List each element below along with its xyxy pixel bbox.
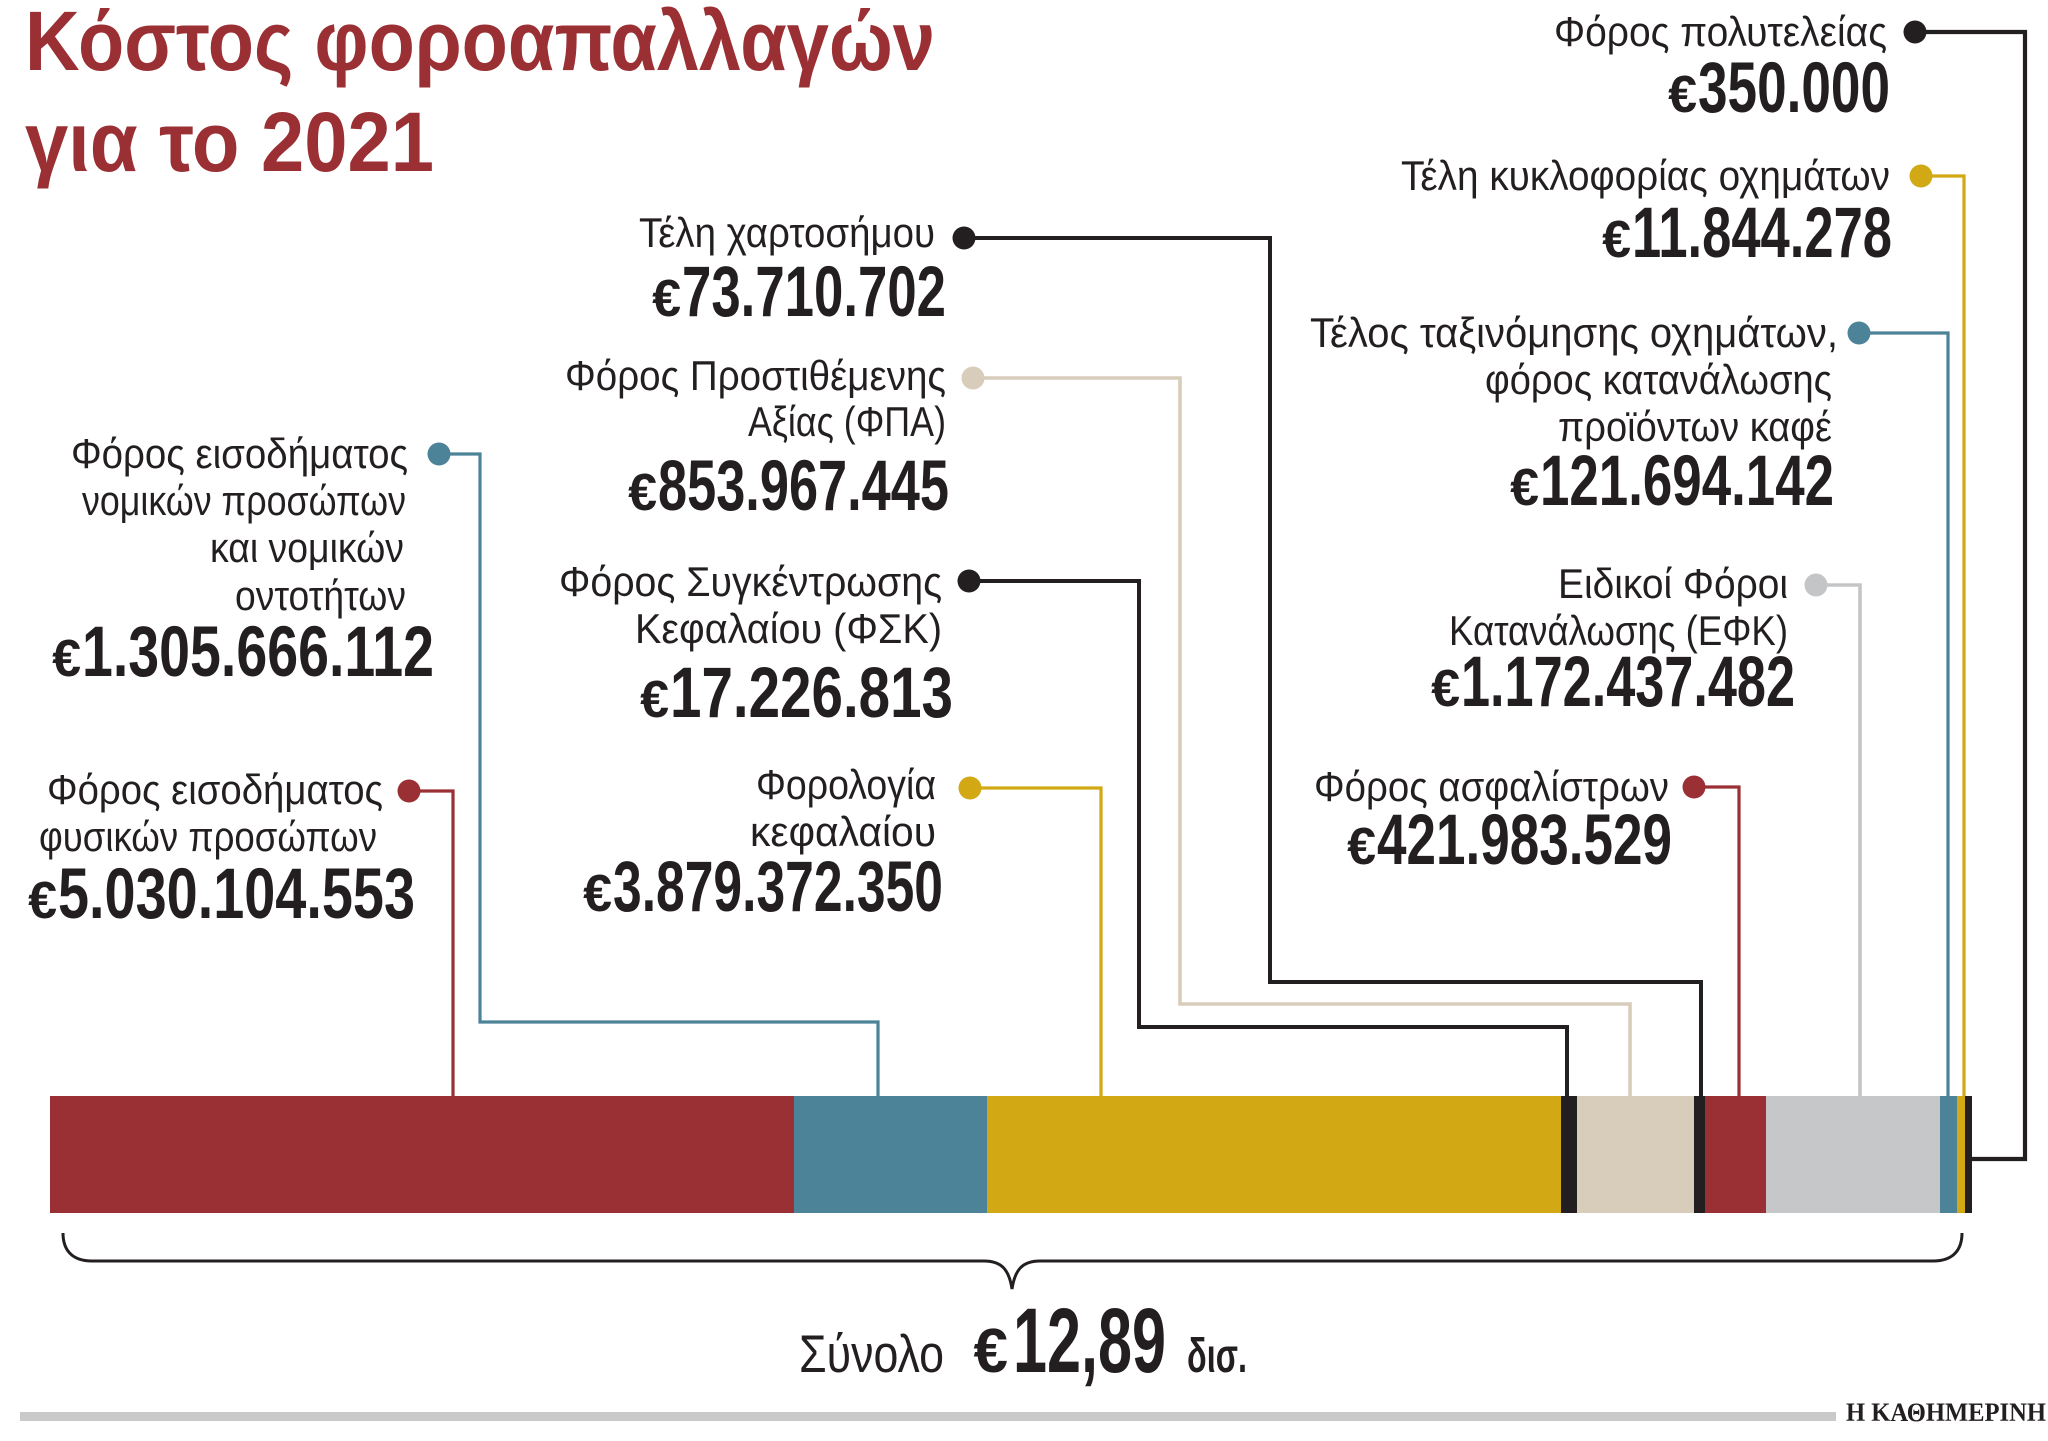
svg-text:Φόρος πολυτελείας: Φόρος πολυτελείας — [1554, 8, 1887, 55]
svg-text:Φορολογία: Φορολογία — [756, 761, 936, 808]
svg-text:17.226.813: 17.226.813 — [670, 654, 953, 733]
svg-text:Φόρος εισοδήματος: Φόρος εισοδήματος — [47, 766, 383, 813]
svg-text:φυσικών προσώπων: φυσικών προσώπων — [39, 813, 377, 860]
svg-text:κεφαλαίου: κεφαλαίου — [750, 808, 936, 855]
svg-text:€: € — [583, 865, 612, 923]
svg-text:Τέλη κυκλοφορίας οχημάτων: Τέλη κυκλοφορίας οχημάτων — [1401, 152, 1890, 199]
svg-text:Ειδικοί Φόροι: Ειδικοί Φόροι — [1558, 560, 1788, 607]
svg-text:€: € — [628, 464, 657, 522]
svg-text:€: € — [1602, 211, 1631, 269]
svg-text:73.710.702: 73.710.702 — [682, 253, 946, 332]
svg-text:για το 2021: για το 2021 — [25, 95, 434, 189]
svg-text:853.967.445: 853.967.445 — [658, 447, 949, 526]
svg-text:11.844.278: 11.844.278 — [1632, 194, 1892, 273]
svg-text:121.694.142: 121.694.142 — [1540, 442, 1834, 521]
svg-text:Αξίας (ΦΠΑ): Αξίας (ΦΠΑ) — [748, 398, 946, 445]
svg-text:Σύνολο: Σύνολο — [799, 1325, 944, 1384]
svg-text:Κόστος φοροαπαλλαγών: Κόστος φοροαπαλλαγών — [25, 0, 935, 88]
svg-text:€: € — [974, 1317, 1008, 1386]
svg-text:Η ΚΑΘΗΜΕΡΙΝΗ: Η ΚΑΘΗΜΕΡΙΝΗ — [1846, 1398, 2046, 1427]
svg-text:και νομικών: και νομικών — [210, 524, 404, 571]
svg-text:1.172.437.482: 1.172.437.482 — [1461, 643, 1795, 722]
svg-text:€: € — [652, 270, 681, 328]
svg-text:€: € — [640, 671, 669, 729]
svg-text:νομικών προσώπων: νομικών προσώπων — [82, 477, 406, 524]
svg-text:5.030.104.553: 5.030.104.553 — [58, 855, 415, 934]
svg-text:€: € — [1431, 660, 1460, 718]
svg-text:οντοτήτων: οντοτήτων — [235, 572, 406, 619]
svg-text:φόρος κατανάλωσης: φόρος κατανάλωσης — [1485, 356, 1832, 403]
svg-text:Φόρος Συγκέντρωσης: Φόρος Συγκέντρωσης — [559, 558, 942, 605]
svg-text:1.305.666.112: 1.305.666.112 — [82, 613, 434, 692]
svg-text:€: € — [28, 872, 57, 930]
svg-text:Κατανάλωσης (ΕΦΚ): Κατανάλωσης (ΕΦΚ) — [1449, 607, 1788, 654]
svg-text:Φόρος εισοδήματος: Φόρος εισοδήματος — [71, 430, 408, 477]
svg-text:Τέλος ταξινόμησης οχημάτων,: Τέλος ταξινόμησης οχημάτων, — [1310, 309, 1838, 356]
svg-text:350.000: 350.000 — [1698, 49, 1890, 128]
svg-text:Φόρος ασφαλίστρων: Φόρος ασφαλίστρων — [1314, 763, 1669, 810]
svg-text:Τέλη χαρτοσήμου: Τέλη χαρτοσήμου — [639, 209, 935, 256]
svg-text:€: € — [1510, 459, 1539, 517]
svg-text:Κεφαλαίου (ΦΣΚ): Κεφαλαίου (ΦΣΚ) — [635, 605, 942, 652]
svg-text:€: € — [1347, 818, 1376, 876]
svg-text:3.879.372.350: 3.879.372.350 — [613, 848, 943, 927]
svg-text:προϊόντων καφέ: προϊόντων καφέ — [1558, 403, 1832, 450]
svg-text:12,89: 12,89 — [1013, 1290, 1166, 1392]
svg-text:€: € — [52, 630, 81, 688]
svg-text:421.983.529: 421.983.529 — [1377, 801, 1672, 880]
svg-text:€: € — [1668, 66, 1697, 124]
svg-text:δισ.: δισ. — [1187, 1330, 1247, 1383]
svg-text:Φόρος Προστιθέμενης: Φόρος Προστιθέμενης — [565, 352, 946, 399]
